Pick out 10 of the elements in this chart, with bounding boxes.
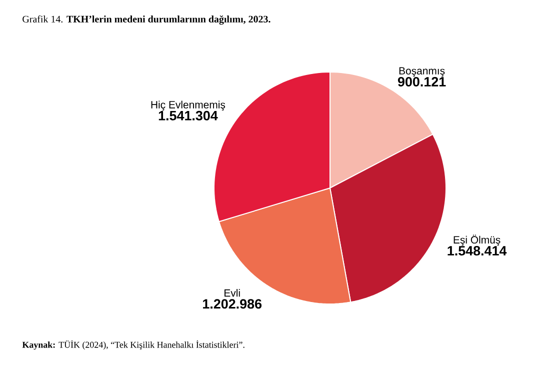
slice-label: Hiç Evlenmemiş [151, 100, 226, 111]
data-label: 1.541.304 [158, 110, 218, 120]
data-label: 900.121 [398, 76, 446, 87]
text: Kaynak: TÜİK (2024), “Tek Kişilik Hanehalkı İstatistikleri”. [22, 340, 244, 350]
chart-title: Grafik 14. TKH’lerin medeni durumlarının dağılımı, 2023. [22, 15, 270, 25]
slice-label: Eşi Ölmüş [454, 234, 500, 246]
data-label: 1.548.414 [448, 246, 507, 256]
slice-label: Boşanmış [399, 67, 445, 77]
slice-label: Evli [224, 289, 240, 297]
data-label: 1.202.986 [203, 299, 262, 309]
